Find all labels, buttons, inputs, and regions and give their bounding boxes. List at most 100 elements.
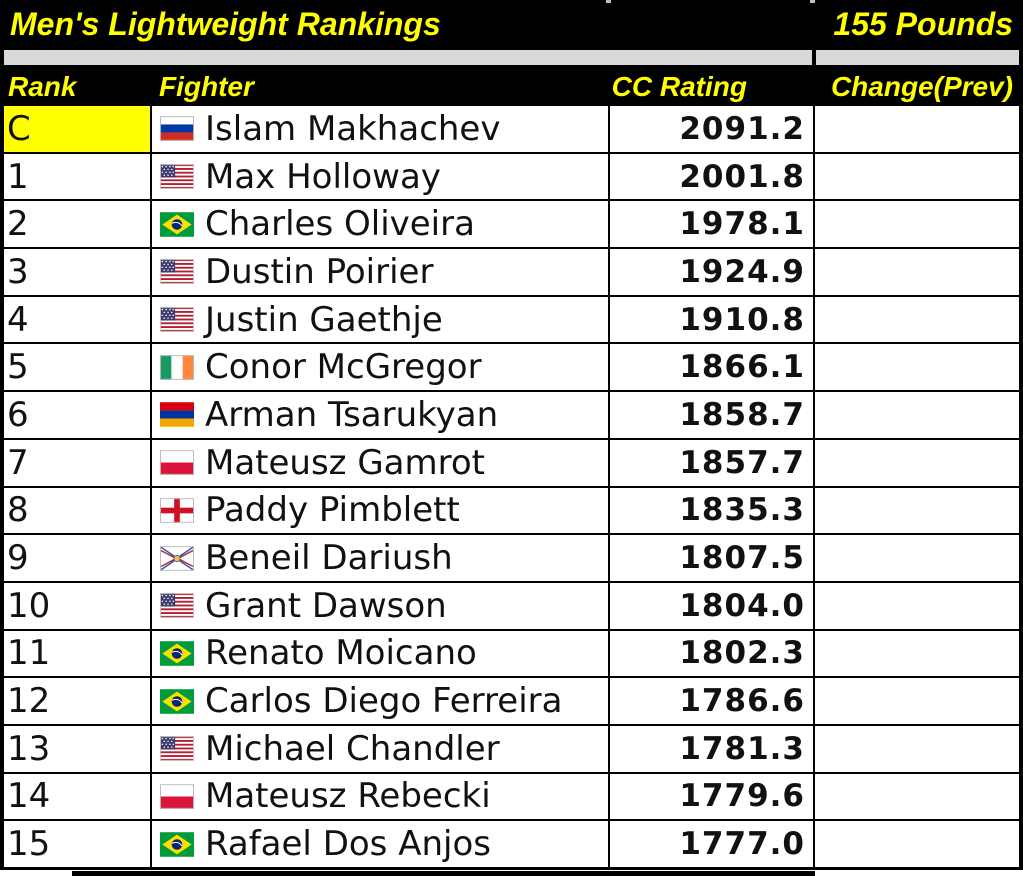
table-row: 13 Michael Chandler 1781.3	[0, 723, 1023, 772]
fighter-name: Islam Makhachev	[205, 108, 501, 149]
fighter-cell: Renato Moicano	[152, 630, 610, 677]
table-row: 11 Renato Moicano 1802.3	[0, 628, 1023, 677]
rating-cell: 1866.1	[610, 344, 815, 391]
fighter-cell: Islam Makhachev	[152, 106, 610, 152]
rank-cell: 8	[0, 487, 152, 534]
flag-poland-icon	[160, 784, 194, 809]
fighter-cell: Grant Dawson	[152, 582, 610, 629]
weight-class-label: 155 Pounds	[833, 5, 1013, 42]
table-row: 7 Mateusz Gamrot 1857.7	[0, 437, 1023, 486]
fighter-name: Carlos Diego Ferreira	[205, 681, 563, 722]
fighter-cell: Rafael Dos Anjos	[152, 821, 610, 867]
column-header-row: Rank Fighter CC Rating Change(Prev)	[0, 67, 1023, 106]
flag-brazil-icon	[160, 831, 194, 857]
change-cell	[815, 344, 1023, 391]
change-cell	[815, 773, 1023, 820]
flag-usa-icon	[160, 593, 194, 618]
rank-cell: 11	[0, 630, 152, 677]
fighter-cell: Justin Gaethje	[152, 296, 610, 343]
fighter-name: Dustin Poirier	[205, 251, 434, 292]
fighter-name: Charles Oliveira	[205, 204, 475, 245]
column-header-fighter: Fighter	[159, 70, 254, 102]
outer-border-bottom	[72, 871, 815, 876]
rank-cell: 3	[0, 249, 152, 295]
rank-cell: 4	[0, 296, 152, 343]
rank-cell: 5	[0, 344, 152, 391]
rank-cell: 12	[0, 678, 152, 724]
fighter-cell: Beneil Dariush	[152, 535, 610, 581]
fighter-name: Mateusz Gamrot	[205, 442, 486, 483]
rating-cell: 1978.1	[610, 201, 815, 248]
rank-cell: 2	[0, 201, 152, 248]
fighter-name: Michael Chandler	[205, 728, 500, 769]
flag-brazil-icon	[160, 688, 194, 714]
change-cell	[815, 296, 1023, 343]
fighter-cell: Paddy Pimblett	[152, 487, 610, 534]
title-bar: Men's Lightweight Rankings 155 Pounds	[0, 0, 1023, 48]
rank-cell: 14	[0, 773, 152, 820]
rank-cell: 15	[0, 821, 152, 867]
table-row: 10 Grant Dawson 1804.0	[0, 580, 1023, 629]
fighter-name: Grant Dawson	[205, 585, 447, 626]
rating-cell: 1777.0	[610, 821, 815, 867]
rating-cell: 2001.8	[610, 153, 815, 200]
fighter-cell: Carlos Diego Ferreira	[152, 678, 610, 724]
fighter-cell: Conor McGregor	[152, 344, 610, 391]
table-row: 15 Rafael Dos Anjos 1777.0	[0, 819, 1023, 867]
rating-cell: 1779.6	[610, 773, 815, 820]
flag-usa-icon	[160, 164, 194, 189]
fighter-name: Conor McGregor	[205, 347, 482, 388]
table-row: 5 Conor McGregor 1866.1	[0, 342, 1023, 391]
flag-brazil-icon	[160, 641, 194, 666]
fighter-cell: Mateusz Gamrot	[152, 439, 610, 486]
rating-cell: 1835.3	[610, 487, 815, 534]
table-body: C Islam Makhachev 2091.2 1 Max Holloway …	[0, 106, 1023, 870]
change-cell	[815, 630, 1023, 677]
fighter-name: Paddy Pimblett	[205, 490, 460, 531]
change-cell	[815, 821, 1023, 867]
change-cell	[815, 725, 1023, 772]
change-cell	[815, 535, 1023, 581]
change-cell	[815, 678, 1023, 724]
change-cell	[815, 201, 1023, 248]
column-header-change: Change(Prev)	[830, 70, 1013, 102]
rank-cell: 9	[0, 535, 152, 581]
change-cell	[815, 153, 1023, 200]
flag-assyria-icon	[160, 545, 194, 571]
rank-cell: 6	[0, 392, 152, 438]
fighter-cell: Mateusz Rebecki	[152, 773, 610, 820]
flag-armenia-icon	[160, 402, 194, 428]
fighter-cell: Charles Oliveira	[152, 201, 610, 248]
fighter-name: Renato Moicano	[205, 633, 477, 674]
table-row: 8 Paddy Pimblett 1835.3	[0, 485, 1023, 534]
spacer-segment-left	[3, 50, 812, 65]
table-row: 12 Carlos Diego Ferreira 1786.6	[0, 676, 1023, 724]
rating-cell: 1804.0	[610, 582, 815, 629]
table-row: C Islam Makhachev 2091.2	[0, 106, 1023, 152]
table-row: 2 Charles Oliveira 1978.1	[0, 199, 1023, 248]
rating-cell: 1802.3	[610, 630, 815, 677]
rating-cell: 1924.9	[610, 249, 815, 295]
table-row: 6 Arman Tsarukyan 1858.7	[0, 390, 1023, 438]
table-row: 4 Justin Gaethje 1910.8	[0, 294, 1023, 343]
table-row: 14 Mateusz Rebecki 1779.6	[0, 771, 1023, 820]
gridline-tick	[606, 0, 611, 3]
fighter-cell: Michael Chandler	[152, 725, 610, 772]
change-cell	[815, 439, 1023, 486]
flag-brazil-icon	[160, 211, 194, 237]
rating-cell: 1781.3	[610, 725, 815, 772]
rank-cell: 1	[0, 153, 152, 200]
flag-usa-icon	[160, 259, 194, 285]
rating-cell: 1786.6	[610, 678, 815, 724]
fighter-cell: Arman Tsarukyan	[152, 392, 610, 438]
rating-cell: 2091.2	[610, 106, 815, 152]
rank-cell: 13	[0, 725, 152, 772]
rank-cell: 7	[0, 439, 152, 486]
flag-russia-icon	[160, 116, 194, 142]
fighter-name: Mateusz Rebecki	[205, 776, 491, 817]
flag-usa-icon	[160, 736, 194, 762]
table-row: 9 Beneil Dariush 1807.5	[0, 533, 1023, 581]
spacer-segment-right	[816, 50, 1019, 65]
rating-cell: 1857.7	[610, 439, 815, 486]
